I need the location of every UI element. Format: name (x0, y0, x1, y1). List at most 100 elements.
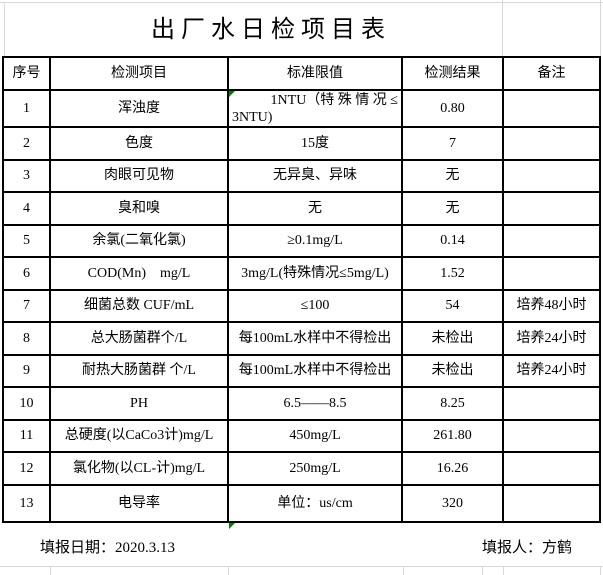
table-row: 3 肉眼可见物 无异臭、异味 无 (2, 158, 601, 193)
cell-note[interactable] (502, 418, 601, 453)
cell-item[interactable]: 余氯(二氧化氯) (49, 223, 229, 258)
table-row: 1 浑浊度 1NTU（特 殊 情 况 ≤3NTU) 0.80 (2, 89, 601, 128)
cell-std[interactable]: 单位：us/cm (227, 483, 403, 523)
gridline-bottom-v3 (403, 566, 404, 575)
gridline-bottom-v4 (482, 566, 483, 575)
cell-num[interactable]: 3 (2, 158, 51, 193)
cell-item[interactable]: 总硬度(以CaCo3计)mg/L (49, 418, 229, 453)
table-row: 4 臭和嗅 无 无 (2, 191, 601, 226)
table-row: 6 COD(Mn) mg/L 3mg/L(特殊情况≤5mg/L) 1.52 (2, 256, 601, 291)
cell-item[interactable]: 氯化物(以CL-计)mg/L (49, 451, 229, 486)
cell-num[interactable]: 6 (2, 256, 51, 291)
cell-result[interactable]: 0.80 (401, 89, 504, 128)
table-row: 12 氯化物(以CL-计)mg/L 250mg/L 16.26 (2, 451, 601, 486)
cell-item[interactable]: PH (49, 386, 229, 421)
cell-std[interactable]: 450mg/L (227, 418, 403, 453)
header-note[interactable]: 备注 (502, 56, 601, 91)
cell-num[interactable]: 5 (2, 223, 51, 258)
cell-note[interactable] (502, 256, 601, 291)
cell-std[interactable]: 无 (227, 191, 403, 226)
gridline-title-mid (502, 0, 503, 56)
cell-result[interactable]: 320 (401, 483, 504, 523)
cell-item[interactable]: COD(Mn) mg/L (49, 256, 229, 291)
cell-num[interactable]: 8 (2, 321, 51, 356)
cell-std[interactable]: ≥0.1mg/L (227, 223, 403, 258)
std-line: 1NTU（特 殊 情 况 ≤ (270, 92, 398, 108)
header-result[interactable]: 检测结果 (401, 56, 504, 91)
std-line: 3NTU) (232, 109, 273, 125)
footer-reporter: 填报人：方鹤 (482, 540, 573, 556)
gridline-bottom (0, 566, 603, 567)
cell-result[interactable]: 无 (401, 191, 504, 226)
cell-num[interactable]: 12 (2, 451, 51, 486)
cell-result[interactable]: 8.25 (401, 386, 504, 421)
cell-item[interactable]: 色度 (49, 126, 229, 161)
cell-note[interactable] (502, 386, 601, 421)
cell-item[interactable]: 浑浊度 (49, 89, 229, 128)
page-title: 出厂水日检项目表 (151, 17, 391, 43)
cell-result[interactable]: 未检出 (401, 353, 504, 388)
header-row: 序号 检测项目 标准限值 检测结果 备注 (2, 56, 601, 91)
cell-num[interactable]: 9 (2, 353, 51, 388)
cell-std[interactable]: 每100mL水样中不得检出 (227, 353, 403, 388)
cell-std[interactable]: 每100mL水样中不得检出 (227, 321, 403, 356)
table-row: 10 PH 6.5——8.5 8.25 (2, 386, 601, 421)
cell-result[interactable]: 16.26 (401, 451, 504, 486)
header-item[interactable]: 检测项目 (49, 56, 229, 91)
cell-result[interactable]: 0.14 (401, 223, 504, 258)
gridline-bottom-v1 (50, 566, 51, 575)
gridline-title-left (4, 2, 5, 56)
cell-num[interactable]: 1 (2, 89, 51, 128)
table-row: 8 总大肠菌群个/L 每100mL水样中不得检出 未检出 培养24小时 (2, 321, 601, 356)
table-row: 2 色度 15度 7 (2, 126, 601, 161)
cell-num[interactable]: 13 (2, 483, 51, 523)
gridline-bottom-v6 (600, 566, 601, 575)
cell-note[interactable] (502, 89, 601, 128)
cell-note[interactable]: 培养24小时 (502, 353, 601, 388)
inspection-table: 序号 检测项目 标准限值 检测结果 备注 1 浑浊度 1NTU（特 殊 情 况 … (2, 56, 601, 523)
cell-item[interactable]: 耐热大肠菌群 个/L (49, 353, 229, 388)
cell-std[interactable]: 3mg/L(特殊情况≤5mg/L) (227, 256, 403, 291)
cell-note[interactable]: 培养24小时 (502, 321, 601, 356)
cell-item[interactable]: 臭和嗅 (49, 191, 229, 226)
gridline-bottom-v2 (228, 566, 229, 575)
cell-result[interactable]: 未检出 (401, 321, 504, 356)
cell-item[interactable]: 细菌总数 CUF/mL (49, 288, 229, 323)
cell-num[interactable]: 10 (2, 386, 51, 421)
cell-result[interactable]: 261.80 (401, 418, 504, 453)
cell-note[interactable] (502, 126, 601, 161)
green-triangle-icon (229, 523, 235, 529)
cell-result[interactable]: 7 (401, 126, 504, 161)
cell-item[interactable]: 总大肠菌群个/L (49, 321, 229, 356)
cell-result[interactable]: 54 (401, 288, 504, 323)
gridline-top (0, 2, 603, 3)
cell-note[interactable] (502, 223, 601, 258)
cell-num[interactable]: 11 (2, 418, 51, 453)
cell-std[interactable]: 1NTU（特 殊 情 况 ≤3NTU) (227, 89, 403, 128)
cell-item[interactable]: 肉眼可见物 (49, 158, 229, 193)
cell-note[interactable]: 培养48小时 (502, 288, 601, 323)
table-row: 11 总硬度(以CaCo3计)mg/L 450mg/L 261.80 (2, 418, 601, 453)
table-row: 9 耐热大肠菌群 个/L 每100mL水样中不得检出 未检出 培养24小时 (2, 353, 601, 388)
cell-std[interactable]: 250mg/L (227, 451, 403, 486)
cell-note[interactable] (502, 451, 601, 486)
cell-std[interactable]: 15度 (227, 126, 403, 161)
cell-note[interactable] (502, 191, 601, 226)
header-num[interactable]: 序号 (2, 56, 51, 91)
cell-std[interactable]: 无异臭、异味 (227, 158, 403, 193)
cell-result[interactable]: 1.52 (401, 256, 504, 291)
cell-std[interactable]: 6.5——8.5 (227, 386, 403, 421)
table-row: 13 电导率 单位：us/cm 320 (2, 483, 601, 523)
cell-std[interactable]: ≤100 (227, 288, 403, 323)
gridline-title-right (600, 0, 601, 56)
cell-num[interactable]: 7 (2, 288, 51, 323)
table-row: 7 细菌总数 CUF/mL ≤100 54 培养48小时 (2, 288, 601, 323)
header-std[interactable]: 标准限值 (227, 56, 403, 91)
cell-result[interactable]: 无 (401, 158, 504, 193)
footer-date: 填报日期：2020.3.13 (40, 540, 176, 556)
cell-num[interactable]: 2 (2, 126, 51, 161)
cell-note[interactable] (502, 483, 601, 523)
cell-note[interactable] (502, 158, 601, 193)
cell-item[interactable]: 电导率 (49, 483, 229, 523)
cell-num[interactable]: 4 (2, 191, 51, 226)
